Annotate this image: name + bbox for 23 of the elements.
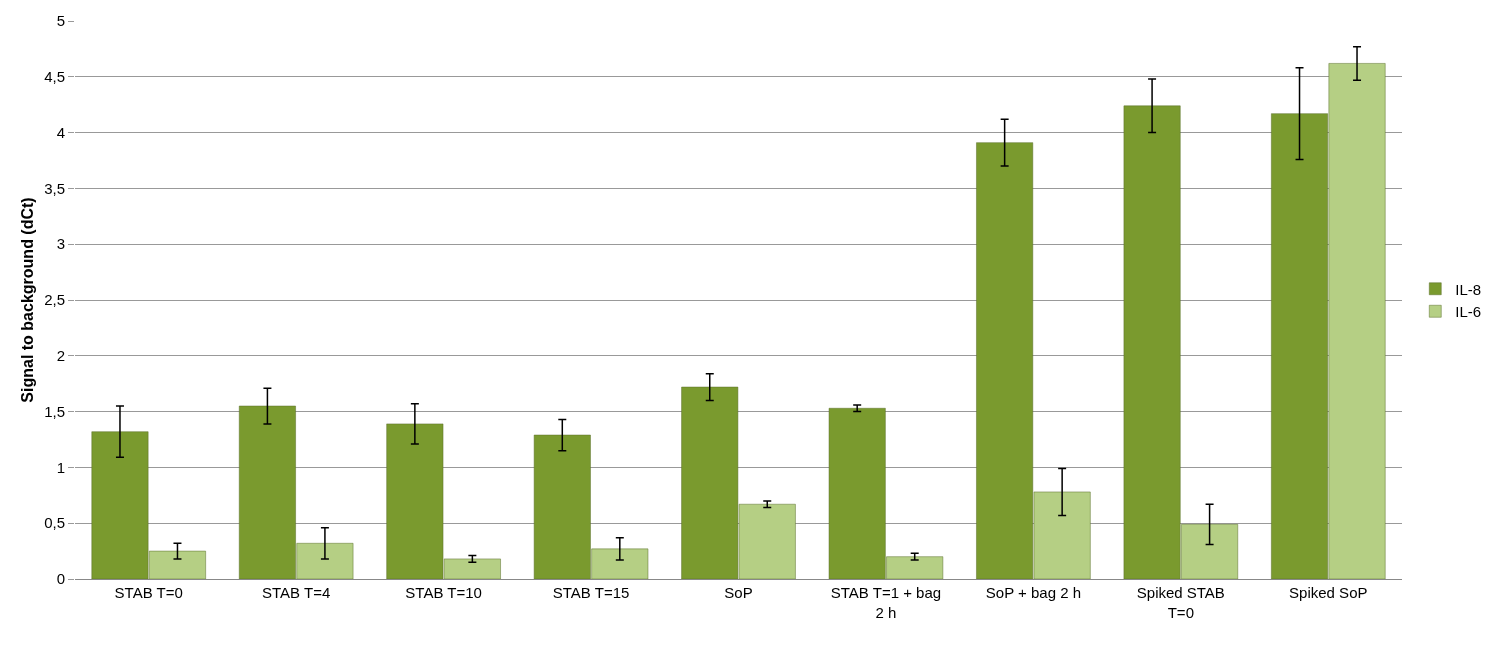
y-tick-label: 5 (56, 12, 65, 30)
y-tick-label: 1 (56, 458, 65, 476)
y-tick-label: 0,5 (44, 514, 65, 532)
legend-label: IL-8 (1455, 280, 1482, 298)
x-tick-label: STAB T=4 (262, 584, 331, 601)
y-tick-label: 1,5 (44, 402, 65, 420)
y-tick-label: 2 (56, 347, 65, 365)
x-tick-label: Spiked SoP (1289, 584, 1368, 601)
x-tick-label: STAB T=15 (552, 584, 630, 601)
y-tick-label: 4,5 (44, 68, 65, 86)
x-tick-label: STAB T=10 (405, 584, 482, 601)
x-tick-label: STAB T=1 + bag 2 h (830, 584, 942, 621)
x-tick-label: SoP (724, 584, 753, 601)
x-tick-label: Spiked STAB T=0 (1136, 584, 1225, 621)
legend-label: IL-6 (1455, 303, 1482, 321)
y-axis-title: Signal to background (dCt) (19, 197, 36, 403)
y-tick-label: 4 (56, 123, 65, 141)
x-tick-label: SoP + bag 2 h (985, 584, 1082, 601)
x-tick-label: STAB T=0 (114, 584, 183, 601)
y-tick-label: 0 (56, 570, 65, 588)
y-tick-label: 3 (56, 235, 65, 253)
y-tick-label: 2,5 (44, 291, 65, 309)
y-tick-label: 3,5 (44, 179, 65, 197)
